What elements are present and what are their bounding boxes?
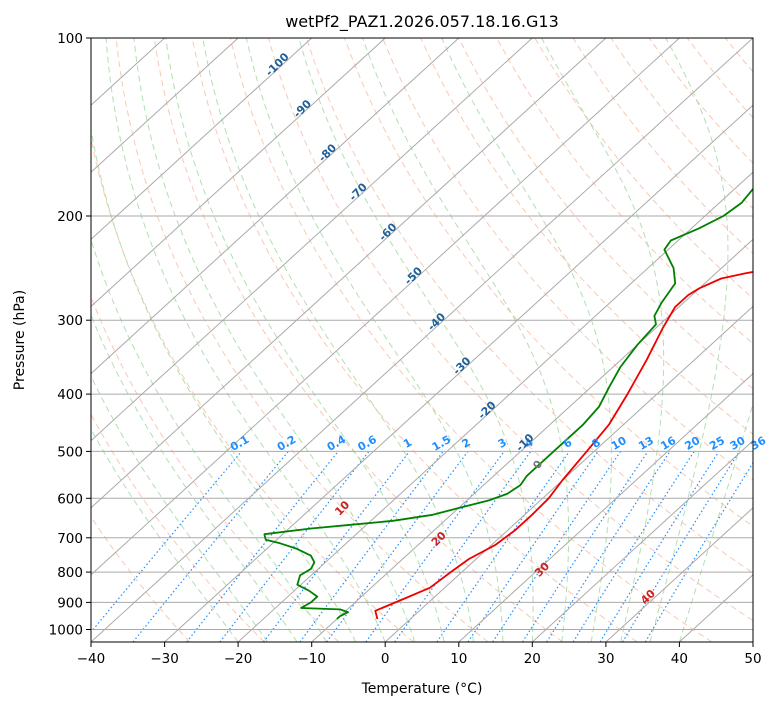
mixing-ratio-line [263,451,410,642]
isotherm-line [91,38,607,509]
moist-adiabat-line [91,428,239,642]
isotherm-line [384,305,753,642]
background-lines [91,38,753,642]
mixing-ratio-line [132,451,289,642]
isotherm-line [91,38,239,173]
isotherm-line [91,38,680,576]
series-lines [263,187,753,620]
dry-adiabat-line [191,38,638,642]
dry-adiabat-line [153,38,563,642]
y-tick-label: 500 [57,444,83,460]
isotherm-line [91,38,386,308]
moist-adiabat-line [105,38,386,642]
dry-adiabat-line [267,38,753,622]
isotherm-line [531,439,753,642]
y-tick-label: 100 [57,31,83,47]
moist-adiabat-line [678,402,753,642]
moist-adiabat-line [649,38,729,642]
isotherm-line [91,38,533,442]
mixing-ratio-line [622,451,740,642]
chart-title: wetPf2_PAZ1.2026.057.18.16.G13 [285,12,559,32]
dry-adiabat-line [91,413,265,642]
moist-adiabat-line [202,38,474,642]
dry-adiabat-line [115,38,489,642]
x-tick-label: 50 [744,651,761,667]
mixing-ratio-line [365,451,505,642]
moist-adiabat-line [441,38,612,642]
dry-adiabat-line [344,38,753,527]
moist-adiabat-line [91,375,268,642]
mixing-ratio-line [186,451,339,642]
mixing-ratio-line [436,451,570,642]
y-tick-label: 1000 [49,623,83,639]
dry-adiabat-line [534,38,753,300]
moist-adiabat-line [298,38,534,642]
y-tick-label: 400 [57,387,83,403]
y-tick-label: 600 [57,491,83,507]
moist-adiabat-line [91,238,327,642]
x-tick-label: 20 [524,651,541,667]
x-tick-label: 0 [381,651,390,667]
isotherm-line [458,372,753,642]
dry-adiabat-line [229,38,713,642]
x-axis-label: Temperature (°C) [361,681,483,697]
y-tick-label: 200 [57,209,83,225]
mixing-ratio-line [492,451,622,642]
x-tick-label: 10 [450,651,467,667]
x-tick-label: 30 [597,651,614,667]
isotherm-line [605,507,753,642]
moist-adiabat-line [245,38,504,642]
isotherm-line [237,171,753,642]
dry-adiabat-line [305,38,753,574]
moist-adiabat-line [91,313,298,642]
isotherm-line [91,38,460,375]
moist-adiabat-line [91,126,357,642]
axis-ticks: −40 −30 −20 −10 0 10 20 30 40 50 100 200 300 400 500 60… [49,31,762,667]
mixing-ratio-line [521,451,649,642]
moist-adiabat-line [165,38,445,642]
mixing-ratio-line [467,451,599,642]
dry-adiabat-line [91,135,414,642]
mixing-ratio-line [91,451,242,633]
plot-frame [90,37,754,643]
x-tick-label: −20 [224,651,253,667]
x-tick-label: −30 [150,651,179,667]
isotherm-line [91,38,753,642]
y-tick-label: 700 [57,531,83,547]
y-tick-label: 300 [57,313,83,329]
x-tick-label: 40 [671,651,688,667]
x-tick-label: −10 [297,651,326,667]
y-axis-label: Pressure (hPa) [12,290,28,390]
dry-adiabat-line [91,515,191,642]
moist-adiabat-line [362,38,570,642]
mixing-ratio-line [326,451,469,642]
y-tick-label: 900 [57,595,83,611]
y-tick-label: 800 [57,565,83,581]
mixing-ratio-line [299,451,444,642]
temperature-line [374,271,753,620]
mixing-ratio-line [546,451,671,642]
mixing-ratio-line [599,451,720,642]
x-tick-label: −40 [77,651,106,667]
dewpoint-line [263,187,753,620]
isotherm-line [91,38,313,241]
moist-adiabat-line [541,38,665,642]
